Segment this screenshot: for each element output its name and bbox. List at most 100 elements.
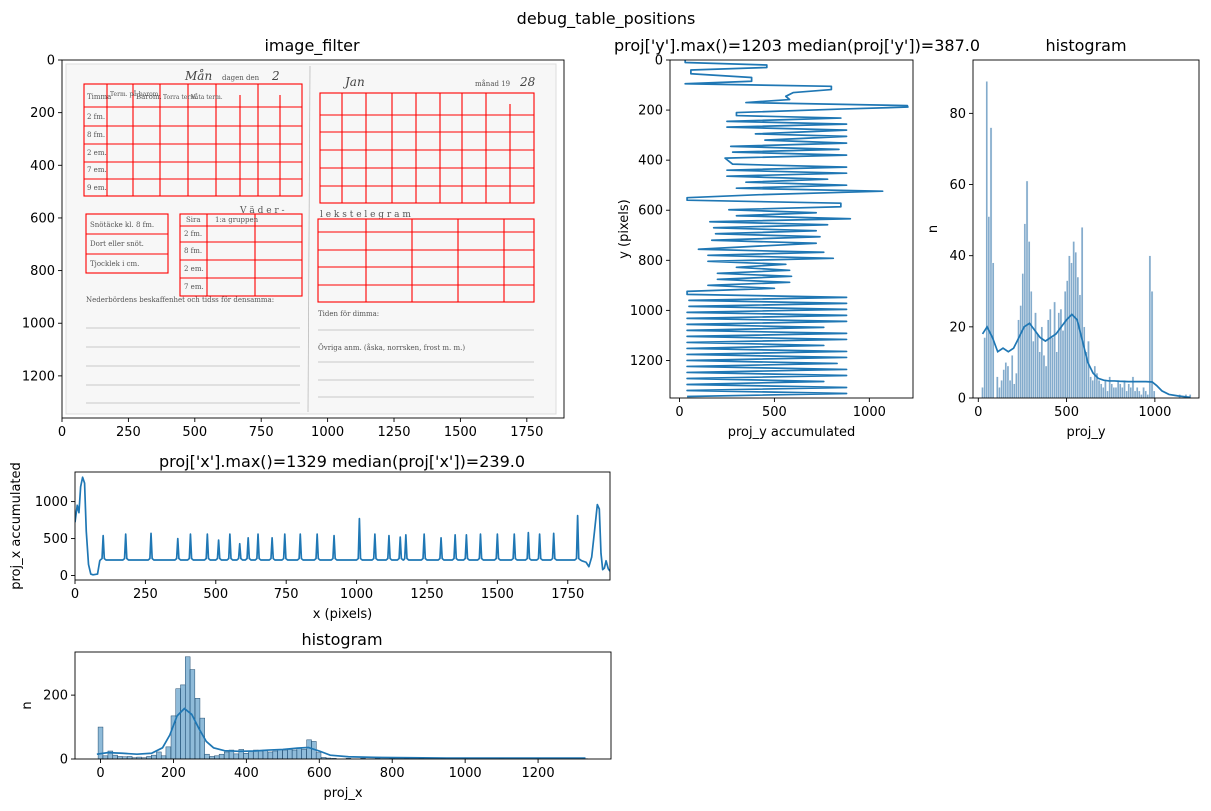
hist_x-bar <box>262 749 269 759</box>
doc-barom: Barom. <box>136 93 162 101</box>
hist_x-xtick-label: 0 <box>96 766 104 781</box>
proj_y-xlabel: proj_y accumulated <box>728 425 856 440</box>
hist_y-bar <box>1061 330 1065 398</box>
doc-dort: Dort eller snöt. <box>90 240 144 248</box>
hist_x-bar <box>151 754 157 759</box>
hist_y-bar <box>1017 319 1020 398</box>
hist_y-bar <box>1015 372 1018 398</box>
hist_y-bar <box>1116 380 1120 398</box>
hist_y-bar <box>1082 326 1086 398</box>
hist_y-bar <box>1044 365 1048 398</box>
hist_y-bar <box>1055 351 1058 398</box>
hist_x-bar <box>165 746 172 759</box>
hist_y-plot-area <box>973 60 1199 398</box>
hist-x-panel: 0 200 400 600 800 1000 1200 0 200 histogram proj_x… <box>20 630 612 801</box>
hist_x-xtick-label: 600 <box>307 766 332 781</box>
proj_x-axes-frame <box>74 471 611 581</box>
proj_y-xtick-label: 0 <box>675 405 683 420</box>
proj_y-ytick-label: 800 <box>638 254 663 269</box>
hist_y-bar <box>981 387 984 398</box>
hist_y-bar <box>1129 387 1133 398</box>
hist_y-bar <box>1188 394 1192 398</box>
image-axes-frame <box>61 59 565 419</box>
image-ytick-label: 200 <box>30 106 55 121</box>
hist_y-bar <box>1025 180 1029 398</box>
hist_x-bar <box>257 750 264 759</box>
document-scan <box>65 63 557 415</box>
proj-y-series-line <box>684 60 909 398</box>
hist_y-bar <box>1038 351 1042 398</box>
doc-small-row-4: 7 em. <box>184 283 204 291</box>
doc-timma: Timma <box>87 93 111 101</box>
hist_y-xtick-label: 1000 <box>1138 405 1171 420</box>
hist_y-bar <box>1112 387 1116 398</box>
hist_y-bar <box>1152 390 1156 398</box>
doc-right-header: Jan <box>342 75 365 89</box>
hist_y-bar <box>1099 383 1103 398</box>
hist_y-bar <box>1021 273 1025 398</box>
doc-row-1: 2 fm. <box>87 113 105 121</box>
figure-suptitle: debug_table_positions <box>517 9 696 29</box>
hist_y-bar <box>1118 383 1122 398</box>
hist_y-bar <box>1023 223 1027 398</box>
hist_y-xtick-label: 0 <box>974 405 982 420</box>
proj_x-xtick-label: 1500 <box>481 587 514 602</box>
hist_y-bar <box>1057 312 1061 398</box>
hist_y-bar <box>1087 340 1090 398</box>
doc-grupper: 1:a gruppen <box>215 216 259 224</box>
image-xtick-label: 250 <box>116 425 141 440</box>
hist_x-xtick-label: 200 <box>161 766 186 781</box>
hist_y-bar <box>1127 383 1130 398</box>
hist_x-bar <box>306 739 312 759</box>
proj_y-ytick-label: 400 <box>638 154 663 169</box>
hist_y-bar <box>1010 355 1014 398</box>
hist_x-kde-line <box>96 707 586 759</box>
hist_y-bar <box>1051 337 1054 398</box>
hist_y-bar <box>998 387 1001 398</box>
proj_y-ylabel: y (pixels) <box>617 199 632 259</box>
proj_y-ytick-label: 0 <box>655 54 663 69</box>
proj_y-xtick-label: 500 <box>762 405 787 420</box>
hist_x-bar <box>204 753 210 759</box>
proj-y-panel: 0 500 1000020040060080010001200proj['y'].m… <box>614 36 980 440</box>
hist_y-bar <box>1032 340 1035 398</box>
image-xtick-label: 1250 <box>377 425 410 440</box>
hist_x-bar <box>315 752 322 759</box>
hist_y-bar <box>1093 365 1097 398</box>
hist_y-bar <box>1089 376 1092 398</box>
hist_y-bar <box>1125 390 1128 398</box>
hist_x-bar <box>102 755 108 759</box>
proj_x-ylabel: proj_x accumulated <box>9 462 24 590</box>
proj_x-ytick-label: 500 <box>43 532 68 547</box>
doc-sira: Sira <box>186 216 201 224</box>
hist_x-title: histogram <box>301 630 382 649</box>
image-ytick-label: 600 <box>30 211 55 226</box>
doc-vata: Våta term. <box>190 94 223 101</box>
proj-x-series-line <box>75 476 610 576</box>
image-ytick-label: 0 <box>47 54 55 69</box>
hist_x-bar <box>160 755 167 759</box>
doc-row-5: 9 em. <box>87 184 107 192</box>
proj_y-xtick-label: 1000 <box>853 405 886 420</box>
hist_y-bar <box>987 216 991 398</box>
image-xtick-label: 500 <box>182 425 207 440</box>
hist_x-xtick-label: 1000 <box>449 766 482 781</box>
proj_y-ytick-label: 200 <box>638 104 663 119</box>
hist_y-ylabel: n <box>926 225 941 233</box>
image-xtick-label: 1000 <box>311 425 344 440</box>
proj_x-marks <box>75 476 610 576</box>
hist_y-bar <box>1102 387 1105 398</box>
doc-lekstelegram: l e k s t e l e g r a m <box>320 210 411 220</box>
hist_x-bar <box>156 751 162 759</box>
hist_x-xtick-label: 400 <box>234 766 259 781</box>
hist_y-bar <box>1138 390 1141 398</box>
hist_y-bar <box>1019 305 1022 398</box>
hist_x-bar <box>282 749 288 759</box>
hist_y-bar <box>1066 280 1069 398</box>
hist_y-bar <box>1030 291 1033 398</box>
hist_x-bar <box>180 684 186 759</box>
hist_y-bar <box>1140 394 1143 398</box>
doc-torra: Torra term. <box>163 94 198 101</box>
hist_x-bar <box>175 688 181 759</box>
proj-x-panel: 0 250 500 750 1000 1250 1500 1750 0 500 1000 proj['… <box>9 452 611 622</box>
